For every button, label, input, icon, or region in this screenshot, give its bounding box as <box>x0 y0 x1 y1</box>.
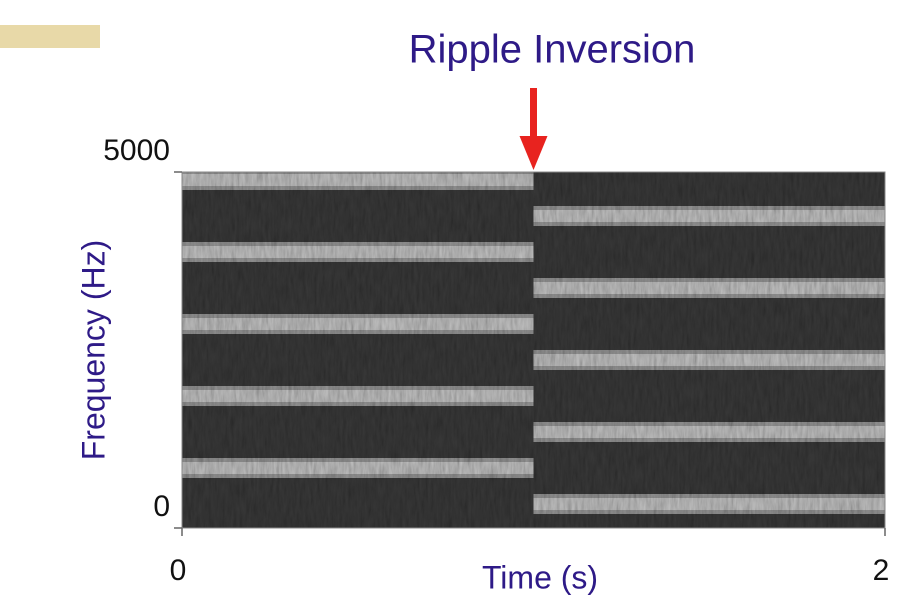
decor-bar <box>0 25 100 48</box>
plot-frame <box>181 171 886 529</box>
x-tick-label: 2 <box>873 554 890 587</box>
y-tick-label: 5000 <box>103 134 170 167</box>
annotation-text: Ripple Inversion <box>409 28 696 72</box>
y-axis-label: Frequency (Hz) <box>75 240 111 461</box>
noise <box>182 172 885 528</box>
spectrogram <box>181 171 886 529</box>
x-axis-label: Time (s) <box>482 559 598 595</box>
x-tick-label: 0 <box>170 554 187 587</box>
y-tick-label: 0 <box>153 490 170 523</box>
annotation-arrowhead <box>519 136 548 170</box>
